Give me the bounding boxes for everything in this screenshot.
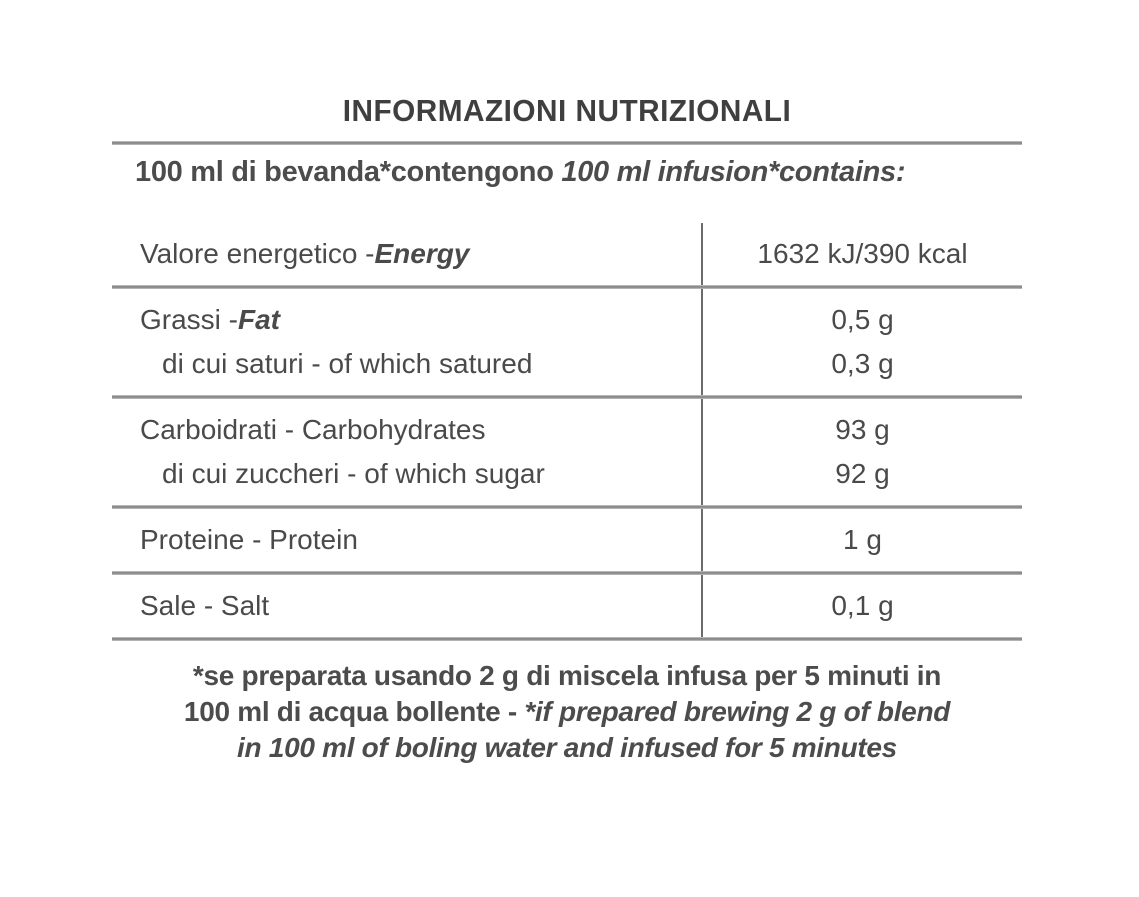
row-divider-line xyxy=(112,637,1022,641)
label-cell: Proteine - Protein xyxy=(112,509,701,571)
row-divider-line xyxy=(112,571,1022,575)
table-row-carbohydrates: Carboidrati - Carbohydrates di cui zucch… xyxy=(112,399,1022,505)
row-sublabel: di cui zuccheri - of which sugar xyxy=(112,452,701,496)
label-text: Valore energetico - xyxy=(140,238,375,269)
row-value: 93 g xyxy=(835,414,890,445)
sublabel-text: di cui zuccheri - of which sugar xyxy=(162,458,545,489)
footnote-text-italian: 100 ml di acqua bollente - xyxy=(183,696,525,727)
title-divider-line xyxy=(112,141,1022,145)
label-text: Sale - Salt xyxy=(140,590,270,621)
serving-statement: 100 ml di bevanda*contengono 100 ml infu… xyxy=(112,152,1022,192)
label-cell: Grassi - Fat di cui saturi - of which sa… xyxy=(112,289,701,395)
label-cell: Valore energetico - Energy xyxy=(112,223,701,285)
row-divider-line xyxy=(112,505,1022,509)
sublabel-text: di cui saturi - of which satured xyxy=(162,348,533,379)
label-cell: Carboidrati - Carbohydrates di cui zucch… xyxy=(112,399,701,505)
row-divider-line xyxy=(112,285,1022,289)
serving-statement-english: 100 ml infusion*contains: xyxy=(561,156,906,188)
footnote-text-english: in 100 ml of boling water and infused fo… xyxy=(237,732,897,763)
footnote-text-english: *if prepared brewing 2 g of blend xyxy=(524,696,951,727)
page-title: INFORMAZIONI NUTRIZIONALI xyxy=(342,93,792,128)
table-row-fat: Grassi - Fat di cui saturi - of which sa… xyxy=(112,289,1022,395)
label-text-english: Energy xyxy=(374,238,470,269)
table-row-energy: Valore energetico - Energy 1632 kJ/390 k… xyxy=(112,223,1022,285)
footnote-text: *se preparata usando 2 g di miscela infu… xyxy=(192,660,942,691)
label-text: Proteine - Protein xyxy=(140,524,358,555)
table-row-protein: Proteine - Protein 1 g xyxy=(112,509,1022,571)
label-text-english: Fat xyxy=(238,304,280,335)
value-cell: 0,5 g 0,3 g xyxy=(701,289,1022,395)
row-label: Carboidrati - Carbohydrates xyxy=(112,408,701,452)
label-text: Grassi - xyxy=(140,304,238,335)
label-text: Carboidrati - Carbohydrates xyxy=(140,414,486,445)
row-value: 0,1 g xyxy=(831,590,894,621)
serving-statement-italian: 100 ml di bevanda*contengono xyxy=(135,156,562,188)
label-cell: Sale - Salt xyxy=(112,575,701,637)
row-subvalue: 0,3 g xyxy=(831,348,894,379)
row-value: 1 g xyxy=(843,524,882,555)
row-subvalue: 92 g xyxy=(835,458,890,489)
row-label: Valore energetico - Energy xyxy=(112,232,701,276)
footnote-line-1: *se preparata usando 2 g di miscela infu… xyxy=(112,658,1022,694)
footnote-line-2: 100 ml di acqua bollente - *if prepared … xyxy=(112,694,1022,730)
value-cell: 93 g 92 g xyxy=(701,399,1022,505)
nutrition-table: Valore energetico - Energy 1632 kJ/390 k… xyxy=(112,223,1022,641)
value-cell: 1632 kJ/390 kcal xyxy=(701,223,1022,285)
preparation-footnote: *se preparata usando 2 g di miscela infu… xyxy=(112,658,1022,766)
row-value: 1632 kJ/390 kcal xyxy=(757,238,968,269)
footnote-line-3: in 100 ml of boling water and infused fo… xyxy=(112,730,1022,766)
table-row-salt: Sale - Salt 0,1 g xyxy=(112,575,1022,637)
row-label: Proteine - Protein xyxy=(112,518,701,562)
nutrition-panel: INFORMAZIONI NUTRIZIONALI 100 ml di beva… xyxy=(112,92,1022,766)
row-divider-line xyxy=(112,395,1022,399)
value-cell: 0,1 g xyxy=(701,575,1022,637)
row-sublabel: di cui saturi - of which satured xyxy=(112,342,701,386)
row-value: 0,5 g xyxy=(831,304,894,335)
value-cell: 1 g xyxy=(701,509,1022,571)
row-label: Grassi - Fat xyxy=(112,298,701,342)
row-label: Sale - Salt xyxy=(112,584,701,628)
